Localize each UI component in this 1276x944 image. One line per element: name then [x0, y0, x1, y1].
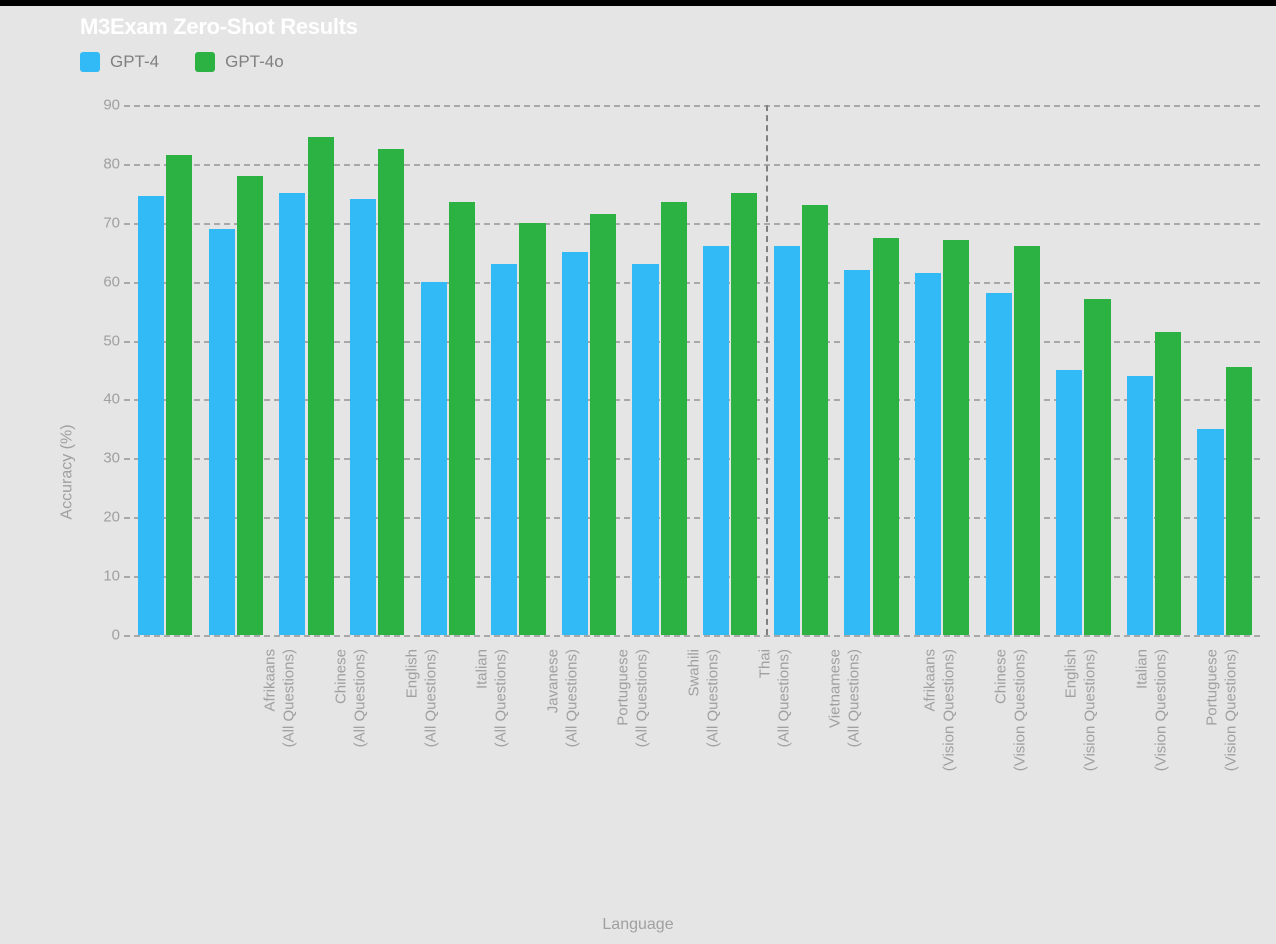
- bar-gpt4-1: [209, 229, 235, 635]
- bar-gpt4-3: [350, 199, 376, 635]
- xtick-label: Portuguese (All Questions): [615, 641, 653, 747]
- bar-gpt4-2: [279, 193, 305, 635]
- bar-gpt4o-6: [590, 214, 616, 635]
- ytick-label: 10: [103, 568, 120, 585]
- bar-gpt4o-12: [1014, 246, 1040, 635]
- legend-item-gpt4o: GPT-4o: [195, 52, 284, 72]
- bar-gpt4o-1: [237, 176, 263, 635]
- bar-gpt4o-0: [166, 155, 192, 635]
- gridline: [124, 164, 1260, 166]
- ytick-label: 0: [112, 627, 120, 644]
- bar-gpt4o-2: [308, 137, 334, 635]
- bar-gpt4-4: [421, 282, 447, 635]
- bar-gpt4-12: [986, 293, 1012, 635]
- legend-swatch-gpt4o: [195, 52, 215, 72]
- gridline: [124, 105, 1260, 107]
- ytick-label: 90: [103, 97, 120, 114]
- bar-gpt4o-3: [378, 149, 404, 635]
- xtick-label: English (Vision Questions): [1062, 641, 1100, 771]
- bar-gpt4o-10: [873, 238, 899, 636]
- top-strip: [0, 0, 1276, 6]
- bar-gpt4o-9: [802, 205, 828, 635]
- xtick-label: Chinese (All Questions): [332, 641, 370, 747]
- xtick-label: Javanese (All Questions): [544, 641, 582, 747]
- bar-gpt4-6: [562, 252, 588, 635]
- plot-area: 0102030405060708090Afrikaans (All Questi…: [130, 105, 1260, 635]
- bar-gpt4-15: [1197, 429, 1223, 635]
- bar-gpt4o-13: [1084, 299, 1110, 635]
- xtick-label: Chinese (Vision Questions): [992, 641, 1030, 771]
- section-divider: [766, 105, 768, 635]
- xtick-label: English (All Questions): [403, 641, 441, 747]
- legend-label-gpt4o: GPT-4o: [225, 52, 284, 72]
- ytick-label: 60: [103, 273, 120, 290]
- xtick-label: Italian (Vision Questions): [1133, 641, 1171, 771]
- bar-gpt4o-14: [1155, 332, 1181, 635]
- bar-gpt4-11: [915, 273, 941, 635]
- bar-gpt4-14: [1127, 376, 1153, 635]
- xtick-label: Italian (All Questions): [474, 641, 512, 747]
- ytick-label: 20: [103, 509, 120, 526]
- legend-item-gpt4: GPT-4: [80, 52, 159, 72]
- xtick-label: Portuguese (Vision Questions): [1204, 641, 1242, 771]
- bar-gpt4o-11: [943, 240, 969, 635]
- bar-gpt4-8: [703, 246, 729, 635]
- bar-gpt4o-5: [519, 223, 545, 635]
- x-axis-label: Language: [602, 916, 673, 934]
- legend: GPT-4 GPT-4o: [80, 52, 284, 72]
- ytick-label: 30: [103, 450, 120, 467]
- bar-gpt4-0: [138, 196, 164, 635]
- bar-gpt4o-8: [731, 193, 757, 635]
- bar-gpt4-9: [774, 246, 800, 635]
- bar-gpt4-10: [844, 270, 870, 635]
- gridline: [124, 635, 1260, 637]
- bar-gpt4o-7: [661, 202, 687, 635]
- bar-gpt4-5: [491, 264, 517, 635]
- ytick-label: 70: [103, 214, 120, 231]
- bar-gpt4o-4: [449, 202, 475, 635]
- legend-label-gpt4: GPT-4: [110, 52, 159, 72]
- bar-gpt4-7: [632, 264, 658, 635]
- ytick-label: 40: [103, 391, 120, 408]
- xtick-label: Swahili (All Questions): [685, 641, 723, 747]
- xtick-label: Afrikaans (Vision Questions): [921, 641, 959, 771]
- xtick-label: Afrikaans (All Questions): [262, 641, 300, 747]
- legend-swatch-gpt4: [80, 52, 100, 72]
- bar-gpt4o-15: [1226, 367, 1252, 635]
- chart-title: M3Exam Zero-Shot Results: [80, 14, 358, 40]
- xtick-label: Thai (All Questions): [756, 641, 794, 747]
- ytick-label: 50: [103, 332, 120, 349]
- y-axis-label: Accuracy (%): [59, 424, 77, 519]
- xtick-label: Vietnamese (All Questions): [827, 641, 865, 747]
- ytick-label: 80: [103, 155, 120, 172]
- bar-gpt4-13: [1056, 370, 1082, 635]
